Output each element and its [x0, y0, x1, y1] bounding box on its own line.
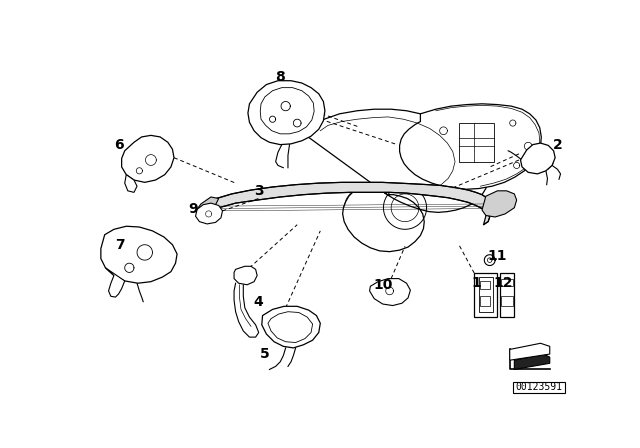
Polygon shape — [369, 279, 410, 306]
Polygon shape — [509, 343, 550, 360]
Text: 7: 7 — [115, 238, 125, 252]
Polygon shape — [520, 143, 555, 174]
Polygon shape — [459, 123, 493, 162]
Polygon shape — [515, 354, 550, 370]
Polygon shape — [205, 182, 490, 225]
Text: 9: 9 — [188, 202, 198, 216]
Polygon shape — [481, 296, 490, 306]
Text: 10: 10 — [374, 278, 393, 292]
Text: 6: 6 — [114, 138, 124, 151]
Bar — [513, 382, 565, 392]
Polygon shape — [260, 88, 314, 134]
Text: 5: 5 — [260, 347, 269, 361]
Polygon shape — [482, 191, 516, 217]
Text: 2: 2 — [552, 138, 563, 151]
Text: 4: 4 — [254, 295, 264, 309]
Polygon shape — [234, 266, 257, 285]
Polygon shape — [196, 203, 223, 224]
Polygon shape — [122, 135, 174, 182]
Polygon shape — [248, 81, 325, 145]
Polygon shape — [305, 109, 488, 252]
Text: 8: 8 — [275, 70, 285, 84]
Text: 1: 1 — [471, 276, 481, 290]
Polygon shape — [125, 175, 137, 192]
Polygon shape — [106, 268, 125, 297]
Polygon shape — [500, 273, 515, 317]
Polygon shape — [501, 279, 513, 286]
Polygon shape — [501, 296, 513, 306]
Polygon shape — [262, 306, 320, 348]
Text: 12: 12 — [494, 276, 513, 290]
Text: 11: 11 — [488, 249, 507, 263]
Polygon shape — [481, 281, 490, 289]
Polygon shape — [197, 197, 219, 214]
Polygon shape — [399, 104, 541, 189]
Polygon shape — [101, 226, 177, 283]
Polygon shape — [474, 273, 497, 317]
Text: 3: 3 — [254, 184, 264, 198]
Polygon shape — [479, 277, 493, 313]
Text: 00123591: 00123591 — [515, 382, 563, 392]
Polygon shape — [268, 312, 312, 343]
